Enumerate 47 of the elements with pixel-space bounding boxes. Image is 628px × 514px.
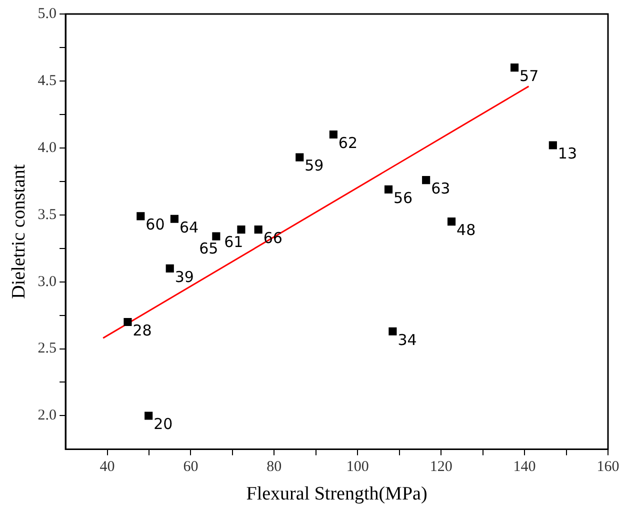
annotation: 56: [394, 188, 413, 207]
point: [388, 327, 397, 336]
annotation: 64: [179, 218, 199, 236]
point: [124, 318, 132, 326]
x-tick-label: 60: [183, 459, 198, 476]
x-tick-label: 80: [266, 459, 282, 476]
point: [447, 218, 456, 226]
annotation: 13: [558, 144, 578, 163]
annotation: 61: [224, 232, 244, 251]
point: [170, 214, 178, 223]
annotation: 48: [456, 220, 476, 239]
y-tick-label: 2.0: [38, 408, 57, 424]
point: [237, 226, 246, 234]
x-tick-label: 40: [100, 459, 115, 476]
point: [136, 212, 145, 220]
annotation: 34: [398, 330, 417, 349]
annotation: 60: [146, 216, 165, 234]
point: [254, 226, 262, 234]
point: [166, 264, 174, 272]
point: [296, 153, 304, 162]
point: [329, 130, 338, 139]
y-tick-label: 4.5: [38, 72, 57, 89]
x-tick-label: 120: [430, 459, 452, 476]
y-tick-label: 4.0: [38, 140, 57, 156]
point: [510, 64, 519, 72]
annotation: 20: [154, 415, 173, 434]
point: [422, 176, 430, 184]
y-tick-label: 3.0: [38, 274, 57, 290]
point: [384, 185, 393, 194]
y-axis-title: Dieletric constant: [8, 164, 30, 299]
annotation: 57: [520, 66, 539, 85]
y-tick-label: 3.5: [38, 206, 57, 223]
point: [548, 141, 557, 150]
annotation: 63: [431, 179, 450, 198]
annotation: 59: [304, 156, 324, 175]
annotation: 28: [132, 321, 152, 340]
y-tick-label: 5.0: [38, 6, 57, 22]
annotation: 39: [174, 268, 194, 286]
x-tick-label: 100: [346, 459, 369, 476]
point: [144, 412, 153, 420]
x-axis-title: Flexural Strength(MPa): [246, 484, 428, 505]
x-tick-label: 140: [513, 459, 536, 476]
y-tick-label: 2.5: [38, 340, 57, 357]
annotation: 62: [338, 134, 358, 152]
point: [212, 232, 220, 240]
annotation: 65: [199, 240, 218, 258]
x-tick-label: 160: [596, 459, 620, 476]
